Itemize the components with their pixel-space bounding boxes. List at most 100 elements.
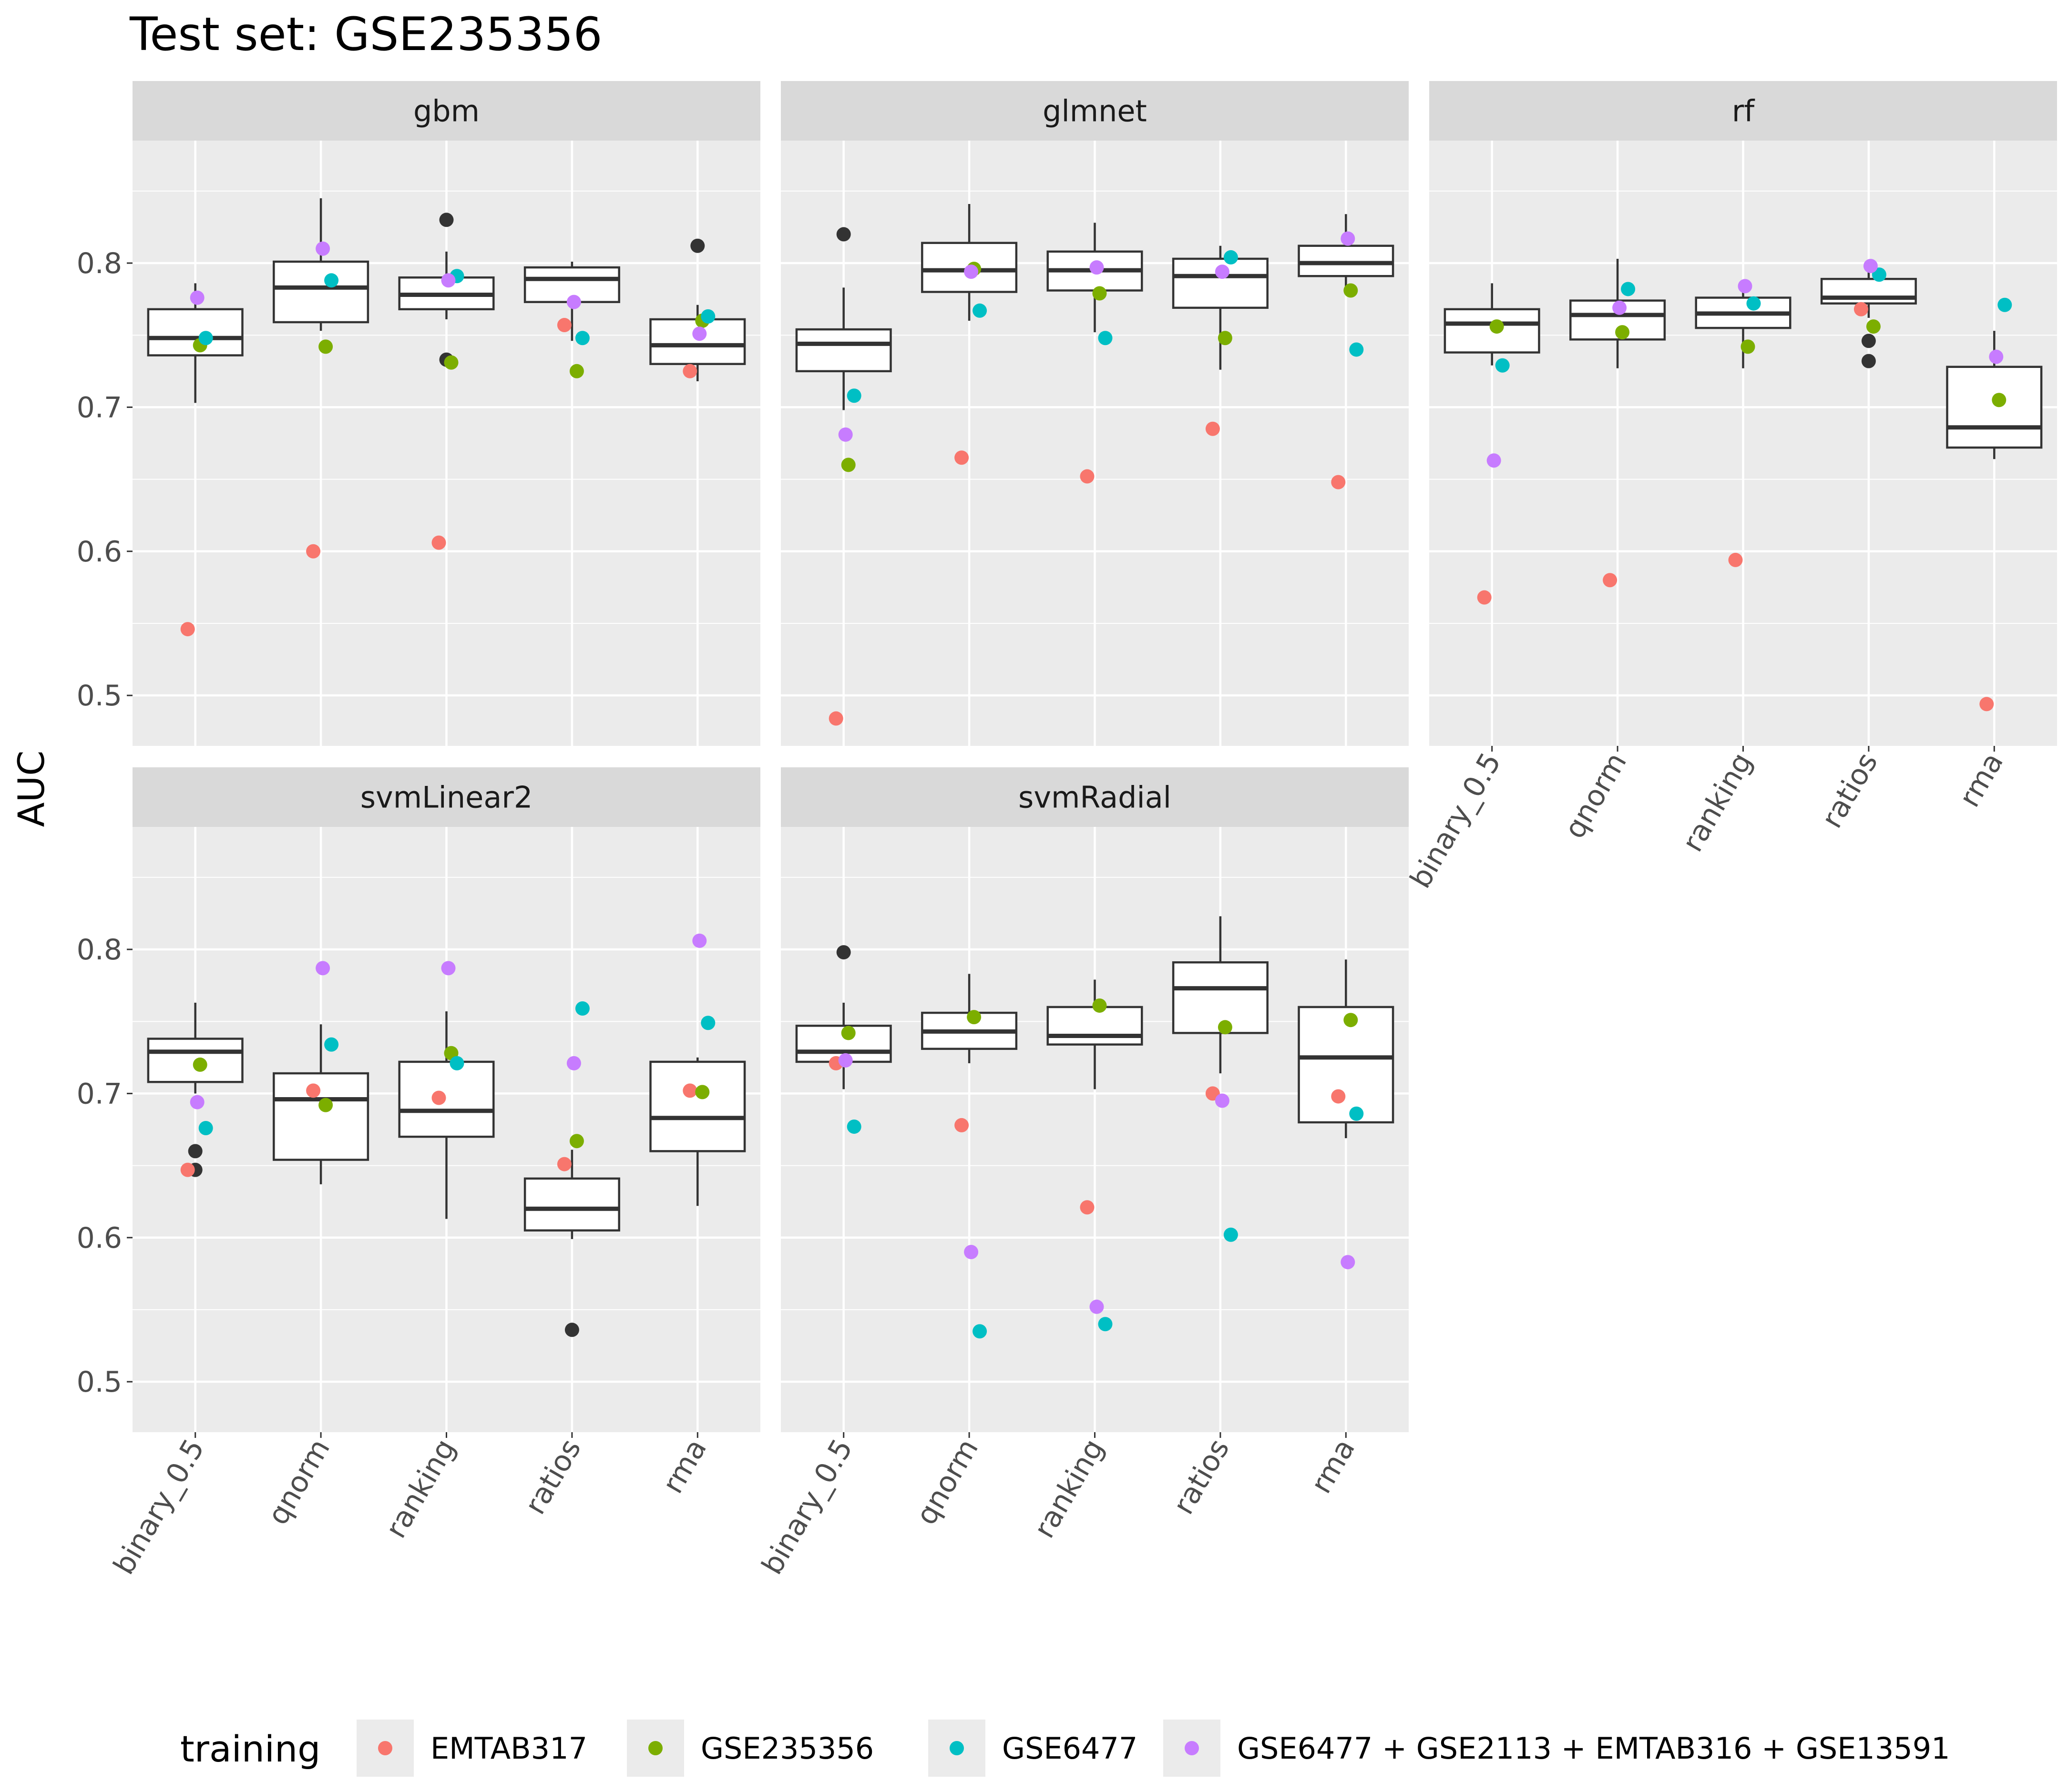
- outlier-point: [564, 1323, 579, 1337]
- y-tick-label: 0.8: [77, 247, 122, 280]
- data-point: [1489, 319, 1504, 334]
- y-tick-label: 0.6: [77, 1222, 122, 1255]
- data-point: [1341, 231, 1355, 246]
- data-point: [838, 1053, 853, 1068]
- box-rma: [649, 238, 746, 381]
- box-iqr: [1946, 366, 2043, 449]
- legend-title: training: [180, 1728, 320, 1770]
- data-point: [324, 1037, 339, 1052]
- data-point: [1223, 1227, 1238, 1242]
- panel-strip: [133, 767, 760, 827]
- box-ranking: [398, 213, 495, 550]
- data-point: [1603, 573, 1618, 588]
- data-point: [450, 1056, 464, 1070]
- data-point: [198, 1120, 213, 1135]
- data-point: [1989, 349, 2004, 364]
- box-qnorm: [1569, 258, 1666, 588]
- data-point: [841, 458, 856, 472]
- box-iqr: [649, 318, 746, 365]
- y-tick-label: 0.8: [77, 933, 122, 967]
- data-point: [318, 339, 333, 354]
- data-point: [557, 318, 572, 333]
- data-point: [1612, 300, 1627, 315]
- y-tick-label: 0.5: [77, 679, 122, 713]
- outlier-point: [439, 213, 454, 227]
- y-tick-label: 0.6: [77, 535, 122, 569]
- panel-strip: [1429, 81, 2057, 141]
- box-iqr: [921, 242, 1018, 293]
- data-point: [180, 622, 195, 637]
- data-point: [190, 1095, 205, 1110]
- data-point: [683, 1083, 697, 1098]
- data-point: [1992, 393, 2007, 407]
- box-binary_0.5: [1444, 283, 1540, 605]
- box-qnorm: [273, 961, 369, 1184]
- data-point: [431, 1090, 446, 1105]
- data-point: [1098, 331, 1113, 346]
- panel-glmnet: glmnet: [781, 81, 1409, 746]
- data-point: [1331, 475, 1346, 489]
- data-point: [954, 1118, 969, 1132]
- y-tick-label: 0.5: [77, 1365, 122, 1399]
- box-rma: [1946, 297, 2043, 712]
- box-binary_0.5: [147, 1002, 244, 1177]
- data-point: [1863, 259, 1878, 274]
- box-ratios: [1172, 916, 1269, 1242]
- data-point: [1477, 590, 1492, 605]
- data-point: [557, 1157, 572, 1171]
- data-point: [1205, 421, 1220, 436]
- data-point: [1218, 1020, 1232, 1035]
- data-point: [1495, 358, 1510, 373]
- box-iqr: [398, 1060, 495, 1138]
- box-binary_0.5: [147, 283, 244, 637]
- data-point: [964, 1245, 979, 1260]
- data-point: [838, 427, 853, 442]
- data-point: [1486, 453, 1501, 468]
- data-point: [1092, 286, 1107, 301]
- data-point: [967, 1010, 982, 1025]
- legend-key-dot: [648, 1741, 663, 1755]
- legend-label: GSE235356: [701, 1731, 874, 1766]
- panel-strip-label: rf: [1732, 94, 1755, 129]
- legend-key-dot: [950, 1741, 964, 1755]
- panel-strip: [781, 81, 1409, 141]
- data-point: [306, 1083, 321, 1098]
- box-iqr: [523, 1177, 620, 1232]
- legend-key-dot: [378, 1741, 392, 1755]
- data-point: [1738, 279, 1752, 294]
- data-point: [431, 535, 446, 550]
- box-iqr: [1298, 244, 1394, 277]
- box-iqr: [1172, 961, 1269, 1034]
- data-point: [316, 961, 330, 976]
- y-tick-label: 0.7: [77, 391, 122, 424]
- box-ranking: [1046, 979, 1143, 1332]
- data-point: [701, 1016, 716, 1030]
- box-iqr: [273, 260, 369, 324]
- data-point: [829, 711, 843, 726]
- data-point: [441, 961, 456, 976]
- y-tick-label: 0.7: [77, 1077, 122, 1110]
- box-ratios: [523, 1001, 620, 1337]
- outlier-point: [1861, 354, 1876, 368]
- box-qnorm: [273, 198, 369, 559]
- data-point: [847, 388, 861, 403]
- data-point: [566, 295, 581, 309]
- data-point: [180, 1162, 195, 1177]
- data-point: [973, 1324, 987, 1339]
- box-rma: [1298, 959, 1394, 1270]
- data-point: [1341, 1255, 1355, 1270]
- box-binary_0.5: [795, 945, 892, 1134]
- data-point: [1866, 319, 1881, 334]
- panel-strip-label: gbm: [413, 94, 480, 129]
- data-point: [1331, 1089, 1346, 1104]
- box-ranking: [1695, 279, 1792, 567]
- y-axis-label: AUC: [10, 751, 52, 827]
- data-point: [841, 1026, 856, 1040]
- data-point: [569, 364, 584, 378]
- box-iqr: [795, 328, 892, 373]
- data-point: [575, 331, 590, 346]
- data-point: [1853, 302, 1868, 316]
- data-point: [1080, 1200, 1095, 1215]
- box-qnorm: [921, 974, 1018, 1339]
